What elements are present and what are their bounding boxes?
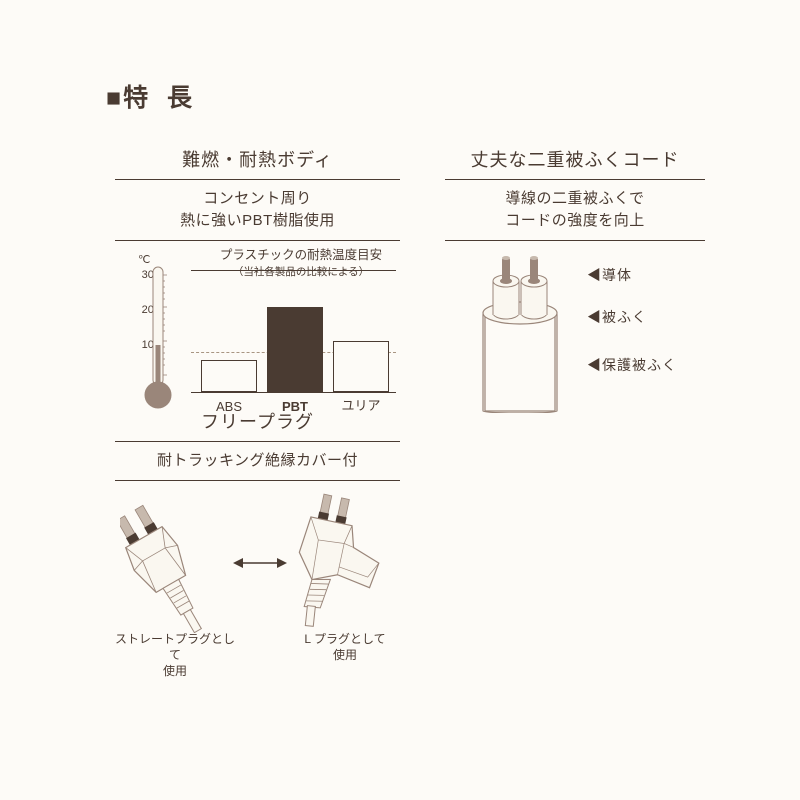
l-cap-l1: L プラグとして <box>304 632 385 646</box>
heatbody-sub-l1: コンセント周り <box>203 190 312 207</box>
bar-ユリア <box>333 341 389 392</box>
cord-diagram: ◀導体 ◀被ふく ◀保護被ふく <box>445 253 705 423</box>
l-plug-caption: L プラグとして 使用 <box>280 631 410 663</box>
cord-title: 丈夫な二重被ふくコード <box>445 146 705 180</box>
l-plug-icon <box>280 493 400 633</box>
cord-illustration-icon <box>455 253 585 413</box>
straight-cap-l1: ストレートプラグとして <box>115 632 235 662</box>
plug-title: フリープラグ <box>115 408 400 442</box>
chart-note-l1: プラスチックの耐熱温度目安 <box>220 248 382 262</box>
page-title: ■特 長 <box>106 78 198 114</box>
callout-conductor: ◀導体 <box>587 265 632 285</box>
heat-chart: プラスチックの耐熱温度目安 （当社各製品の比較による） ℃ 300 200 10… <box>115 247 400 417</box>
straight-cap-l2: 使用 <box>163 664 187 678</box>
title-bullet: ■ <box>106 84 123 112</box>
bar-area: ABSPBTユリア <box>191 270 396 393</box>
cord-sub-l2: コードの強度を向上 <box>505 212 645 229</box>
double-arrow-icon <box>233 553 287 573</box>
cord-subtitle: 導線の二重被ふくで コードの強度を向上 <box>445 180 705 241</box>
thermometer-icon <box>143 265 173 413</box>
section-free-plug: フリープラグ 耐トラッキング絶縁カバー付 <box>115 408 400 681</box>
heatbody-title: 難燃・耐熱ボディ <box>115 146 400 180</box>
bar-PBT <box>267 307 323 392</box>
title-text: 特 長 <box>123 84 198 112</box>
cord-sub-l1: 導線の二重被ふくで <box>505 190 644 207</box>
straight-plug-icon <box>120 493 230 633</box>
heatbody-sub-l2: 熱に強いPBT樹脂使用 <box>180 212 335 229</box>
plug-sub: 耐トラッキング絶縁カバー付 <box>157 452 358 469</box>
callout-sheath: ◀被ふく <box>587 307 647 327</box>
section-heat-body: 難燃・耐熱ボディ コンセント周り 熱に強いPBT樹脂使用 プラスチックの耐熱温度… <box>115 146 400 417</box>
heatbody-subtitle: コンセント周り 熱に強いPBT樹脂使用 <box>115 180 400 241</box>
callout-jacket: ◀保護被ふく <box>587 355 677 375</box>
section-cord: 丈夫な二重被ふくコード 導線の二重被ふくで コードの強度を向上 <box>445 146 705 423</box>
straight-plug-caption: ストレートプラグとして 使用 <box>110 631 240 680</box>
bar-ABS <box>201 360 257 392</box>
plug-diagram: ストレートプラグとして 使用 L プラグとして 使用 <box>115 491 400 681</box>
l-cap-l2: 使用 <box>333 648 357 662</box>
plug-subtitle: 耐トラッキング絶縁カバー付 <box>115 442 400 481</box>
